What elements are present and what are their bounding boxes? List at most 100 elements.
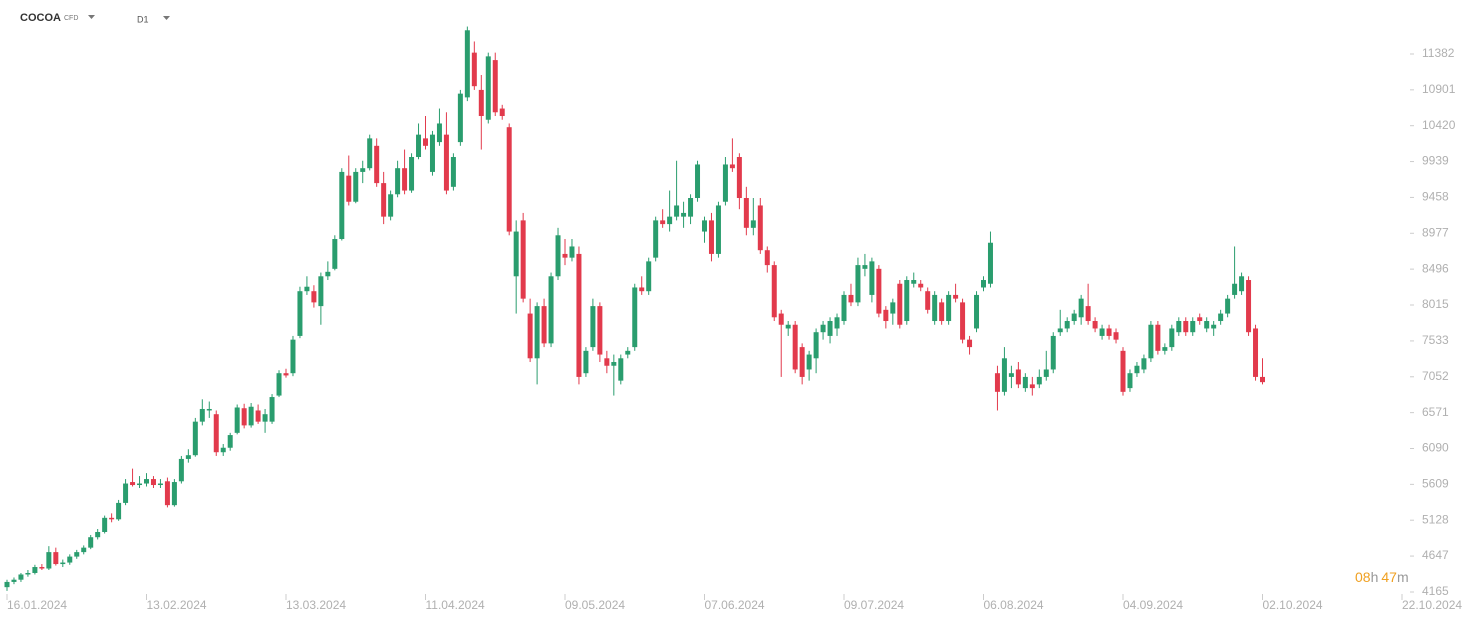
x-tick-label: 04.09.2024 <box>1123 598 1183 612</box>
candle-body <box>4 581 10 588</box>
candle-body <box>123 483 129 503</box>
x-tick-label: 13.03.2024 <box>286 598 346 612</box>
candle-body <box>11 579 17 582</box>
candle-body <box>994 373 1000 392</box>
y-tick-label: 7533 <box>1422 333 1449 347</box>
candle-body <box>1176 321 1182 333</box>
candle-body <box>960 302 966 340</box>
y-tick-label: 8015 <box>1422 297 1449 311</box>
candle-body <box>1169 328 1175 348</box>
candle-body <box>499 108 505 117</box>
y-tick-label: 9939 <box>1422 154 1449 168</box>
candle-body <box>1204 321 1210 329</box>
symbol-dropdown[interactable] <box>88 15 95 19</box>
y-tick-label: 10901 <box>1422 82 1456 96</box>
candle-body <box>213 414 219 453</box>
candle-body <box>185 455 191 459</box>
candle-body <box>443 134 449 191</box>
candle-body <box>311 291 317 303</box>
candle-body <box>674 205 680 217</box>
candle-body <box>967 339 973 348</box>
candle-body <box>576 253 582 377</box>
hours: 08 <box>1355 569 1371 585</box>
instrument: CFD <box>64 15 78 22</box>
interval[interactable]: D1 <box>137 14 149 24</box>
candle-body <box>925 291 931 310</box>
candle-body <box>423 138 428 146</box>
candle-body <box>144 479 149 484</box>
candle-body <box>897 283 903 325</box>
candle-body <box>722 164 728 202</box>
candle-body <box>1008 373 1014 377</box>
candle-body <box>374 145 380 184</box>
candle-body <box>1022 376 1028 389</box>
candle-body <box>206 408 212 411</box>
candle-body <box>632 287 638 348</box>
hours-unit: h <box>1371 569 1379 585</box>
candle-body <box>618 358 624 381</box>
candle-body <box>409 157 415 191</box>
candle-body <box>471 52 477 87</box>
candle-body <box>764 250 770 266</box>
candle-body <box>1036 376 1042 385</box>
y-tick-label: 9458 <box>1422 190 1449 204</box>
candle-body <box>862 265 868 269</box>
y-tick-label: 8496 <box>1422 261 1449 275</box>
candle-body <box>981 280 986 288</box>
y-tick-label: 11382 <box>1422 46 1455 60</box>
candle-body <box>429 134 435 172</box>
candle-body <box>269 397 275 422</box>
candle-body <box>681 212 687 217</box>
candle-body <box>353 171 359 202</box>
candle-body <box>541 306 547 344</box>
candle-body <box>506 127 512 232</box>
candle-body <box>883 309 889 322</box>
minutes: 47 <box>1381 569 1397 585</box>
candle-body <box>1071 313 1077 322</box>
x-tick-label: 06.08.2024 <box>984 598 1044 612</box>
candle-body <box>890 302 896 314</box>
candle-body <box>813 332 819 359</box>
candle-body <box>67 556 73 563</box>
candle-body <box>485 56 491 120</box>
candle-body <box>346 175 352 202</box>
candle-body <box>604 358 610 366</box>
candle-body <box>562 253 568 258</box>
candle-body <box>785 324 791 329</box>
candle-body <box>109 517 115 520</box>
candle-body <box>276 373 282 396</box>
interval-dropdown[interactable] <box>163 16 170 20</box>
candle-body <box>478 89 484 117</box>
candle-body <box>667 216 673 225</box>
candle-body <box>39 567 45 569</box>
candle-body <box>1078 298 1084 318</box>
candle-body <box>1239 276 1245 292</box>
x-tick-label: 09.05.2024 <box>565 598 625 612</box>
candle-body <box>1064 321 1070 329</box>
candle-body <box>646 261 652 292</box>
candle-body <box>715 205 721 254</box>
candle-body <box>227 435 233 448</box>
countdown: 08h 47m <box>1355 569 1409 585</box>
candle-body <box>220 447 226 453</box>
candle-body <box>332 239 338 269</box>
candle-body <box>1015 369 1021 385</box>
candle-body <box>290 339 296 374</box>
candle-body <box>939 302 945 322</box>
candle-body <box>548 276 554 344</box>
candle-body <box>569 246 575 258</box>
candle-body <box>416 134 422 158</box>
x-tick-label: 16.01.2024 <box>7 598 67 612</box>
candle-body <box>164 481 170 506</box>
candle-body <box>88 537 94 548</box>
candle-body <box>74 552 80 557</box>
symbol[interactable]: COCOA <box>20 12 61 24</box>
candle-body <box>848 294 854 303</box>
candle-body <box>1099 328 1105 336</box>
y-tick-label: 5609 <box>1422 477 1449 491</box>
candle-body <box>904 280 910 322</box>
candle-body <box>241 408 247 426</box>
candle-body <box>736 157 742 199</box>
candle-body <box>778 313 784 325</box>
candle-body <box>757 205 763 251</box>
